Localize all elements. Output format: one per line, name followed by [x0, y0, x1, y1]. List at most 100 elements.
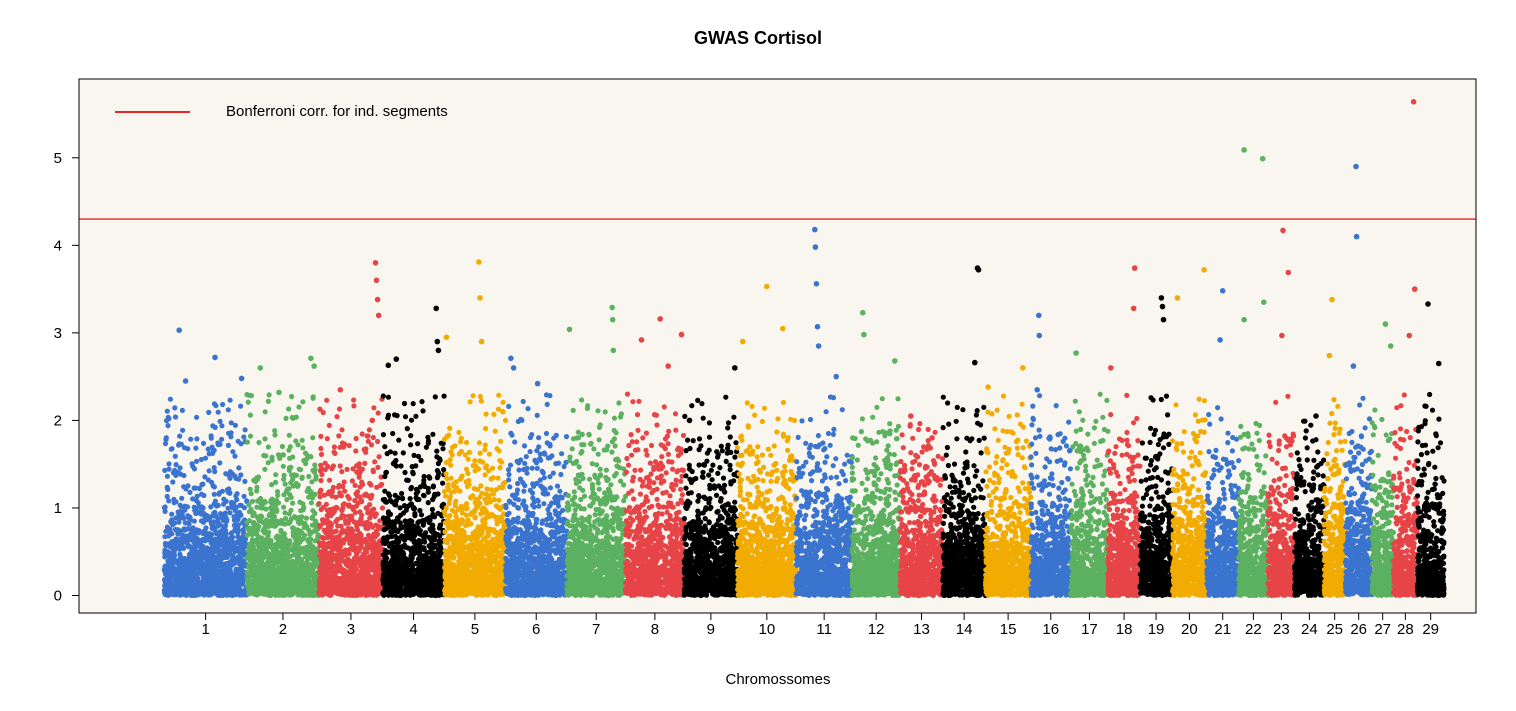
- x-tick-label-19: 19: [1148, 621, 1165, 638]
- peak-point-chr1-2: [212, 354, 218, 361]
- peak-point-chr23-1: [1285, 269, 1292, 276]
- peak-point-chr28-0: [1410, 99, 1417, 105]
- peak-point-chr23-0: [1280, 227, 1286, 234]
- x-tick-label-25: 25: [1326, 621, 1343, 638]
- x-tick-label-2: 2: [279, 621, 287, 638]
- peak-point-chr11-1: [812, 244, 819, 250]
- peak-point-chr9-0: [686, 417, 693, 424]
- peak-point-chr3-3: [373, 277, 380, 284]
- peak-point-chr5-3: [478, 338, 485, 345]
- peak-point-chr6-1: [510, 365, 517, 371]
- chromosome-28-points: [1390, 392, 1420, 598]
- x-tick-label-13: 13: [913, 621, 930, 638]
- chromosome-10-points: [734, 399, 799, 599]
- x-tick-label-20: 20: [1181, 621, 1198, 638]
- peak-point-chr26-2: [1350, 363, 1357, 369]
- x-tick-label-27: 27: [1374, 621, 1391, 638]
- peak-point-chr3-1: [369, 417, 376, 424]
- y-tick-label-4: 4: [54, 237, 62, 254]
- x-tick-label-1: 1: [201, 621, 209, 638]
- x-tick-label-3: 3: [347, 621, 355, 638]
- x-tick-label-8: 8: [651, 621, 659, 638]
- peak-point-chr3-5: [375, 312, 382, 319]
- peak-point-chr6-2: [534, 380, 541, 387]
- peak-point-chr8-1: [657, 316, 663, 322]
- chromosome-14-points: [940, 394, 989, 599]
- peak-point-chr18-1: [1131, 265, 1138, 271]
- peak-point-chr2-2: [308, 355, 314, 362]
- x-tick-label-6: 6: [532, 621, 540, 638]
- peak-point-chr20-0: [1174, 295, 1181, 301]
- peak-point-chr15-0: [985, 384, 991, 390]
- peak-point-chr16-2: [1034, 387, 1040, 393]
- x-tick-label-16: 16: [1042, 621, 1059, 638]
- peak-point-chr12-1: [861, 331, 867, 338]
- peak-point-chr12-0: [860, 309, 866, 316]
- y-tick-label-2: 2: [54, 412, 62, 429]
- peak-point-chr2-3: [311, 363, 317, 369]
- chromosome-7-points: [564, 397, 629, 599]
- peak-point-chr24-0: [1313, 413, 1319, 419]
- peak-point-chr19-2: [1160, 316, 1167, 323]
- legend-line-swatch: [115, 111, 190, 113]
- y-tick-label-1: 1: [54, 500, 62, 517]
- x-tick-label-5: 5: [471, 621, 479, 638]
- peak-point-chr7-1: [609, 304, 615, 311]
- peak-point-chr8-2: [665, 363, 671, 369]
- chromosome-15-points: [983, 393, 1034, 599]
- peak-point-chr28-2: [1406, 332, 1413, 339]
- plot-frame: [78, 78, 1477, 614]
- x-tick-label-7: 7: [592, 621, 600, 638]
- x-tick-label-17: 17: [1081, 621, 1098, 638]
- chromosome-9-points: [681, 394, 741, 599]
- chromosome-27-points: [1369, 407, 1396, 599]
- points-layer: [161, 99, 1447, 599]
- peak-point-chr11-2: [813, 281, 820, 287]
- peak-point-chr10-0: [740, 338, 746, 345]
- peak-point-chr10-2: [780, 325, 786, 332]
- x-tick-label-9: 9: [707, 621, 715, 638]
- peak-point-chr26-1: [1353, 233, 1360, 240]
- peak-point-chr1-3: [238, 375, 245, 382]
- peak-point-chr4-3: [434, 338, 441, 345]
- peak-point-chr13-0: [908, 413, 914, 419]
- x-tick-label-26: 26: [1350, 621, 1367, 638]
- peak-point-chr17-0: [1073, 350, 1079, 356]
- peak-point-chr28-1: [1411, 286, 1418, 292]
- peak-point-chr11-5: [833, 373, 839, 380]
- x-axis-label: Chromossomes: [0, 671, 1516, 688]
- x-tick-label-24: 24: [1301, 621, 1318, 638]
- peak-point-chr22-3: [1241, 316, 1247, 323]
- peak-point-chr11-4: [815, 343, 822, 349]
- x-tick-label-14: 14: [956, 621, 973, 638]
- chromosome-8-points: [623, 391, 687, 599]
- peak-point-chr13-1: [929, 435, 935, 441]
- x-tick-label-4: 4: [409, 621, 417, 638]
- y-tick-label-3: 3: [54, 325, 62, 342]
- peak-point-chr3-4: [374, 296, 381, 303]
- peak-point-chr11-0: [812, 226, 818, 233]
- x-tick-label-12: 12: [868, 621, 885, 638]
- peak-point-chr2-0: [257, 365, 264, 371]
- x-tick-label-21: 21: [1214, 621, 1231, 638]
- peak-point-chr14-1: [975, 267, 982, 273]
- peak-point-chr8-0: [638, 337, 645, 343]
- peak-point-chr2-1: [276, 389, 282, 396]
- peak-point-chr7-3: [610, 347, 617, 354]
- peak-point-chr26-0: [1353, 163, 1359, 170]
- peak-point-chr27-1: [1387, 343, 1394, 349]
- x-tick-label-11: 11: [816, 621, 832, 638]
- legend-label: Bonferroni corr. for ind. segments: [226, 103, 448, 120]
- peak-point-chr20-1: [1201, 267, 1207, 273]
- peak-point-chr21-0: [1219, 288, 1226, 294]
- peak-point-chr18-2: [1130, 305, 1137, 312]
- peak-point-chr5-2: [477, 295, 483, 301]
- peak-point-chr6-0: [508, 355, 514, 362]
- peak-point-chr12-2: [892, 358, 898, 364]
- x-tick-label-18: 18: [1116, 621, 1133, 638]
- peak-point-chr11-3: [814, 323, 821, 330]
- peak-point-chr7-0: [566, 326, 573, 333]
- peak-point-chr1-1: [182, 378, 189, 384]
